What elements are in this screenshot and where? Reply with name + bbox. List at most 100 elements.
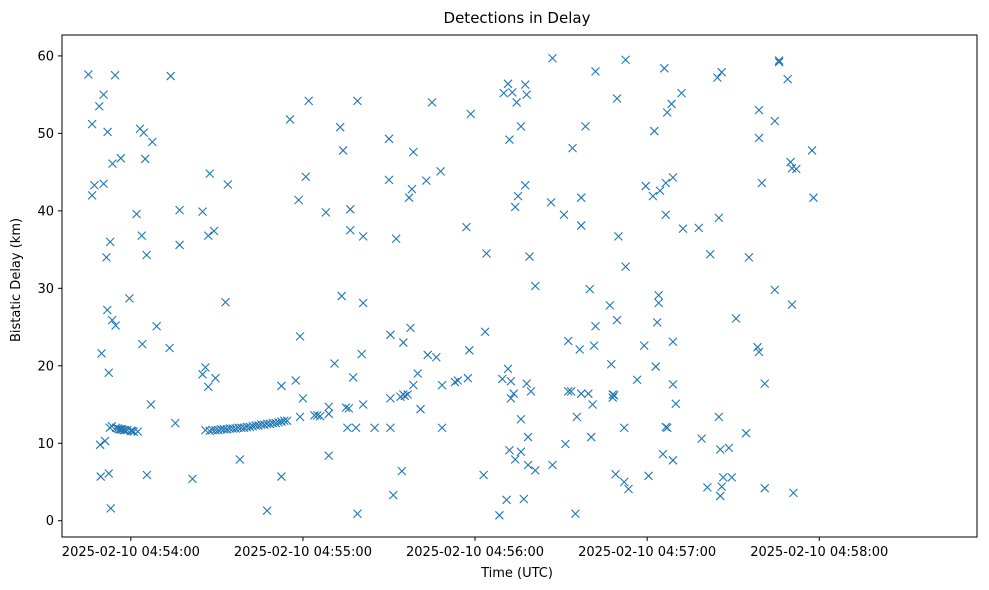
data-point — [104, 469, 114, 478]
data-point — [408, 380, 418, 390]
data-point — [760, 379, 770, 388]
data-point — [591, 67, 600, 76]
data-point — [343, 423, 352, 433]
data-point — [348, 373, 358, 382]
data-point — [591, 321, 600, 331]
data-point — [714, 412, 724, 422]
data-point — [548, 460, 557, 470]
data-point — [453, 376, 463, 385]
data-point — [295, 331, 305, 341]
data-point — [694, 223, 704, 233]
data-point — [789, 488, 798, 498]
data-point — [741, 428, 751, 438]
data-point — [754, 133, 764, 143]
data-point — [561, 439, 570, 449]
data-point — [165, 343, 174, 353]
data-point — [668, 173, 678, 182]
data-point — [621, 55, 631, 65]
x-tick-label: 2025-02-10 04:58:00 — [750, 545, 888, 560]
data-point — [770, 116, 780, 126]
data-point — [87, 190, 97, 200]
data-point — [108, 159, 117, 168]
x-axis: 2025-02-10 04:54:00 2025-02-10 04:55:00 20… — [62, 537, 888, 560]
data-point — [516, 447, 526, 457]
data-point — [97, 349, 106, 358]
data-point — [516, 414, 526, 424]
data-point — [203, 382, 213, 392]
data-point — [175, 240, 184, 250]
data-point — [133, 427, 143, 437]
data-point — [137, 231, 147, 241]
data-point — [203, 231, 213, 241]
data-point — [507, 87, 517, 97]
data-point — [370, 423, 380, 433]
chart-title: Detections in Delay — [444, 9, 591, 27]
data-point — [427, 98, 437, 107]
data-point — [576, 389, 586, 399]
data-point — [609, 390, 619, 400]
data-point — [464, 345, 474, 355]
data-point — [512, 98, 522, 107]
data-point — [654, 290, 664, 300]
data-point — [337, 291, 347, 301]
data-point — [211, 373, 220, 383]
data-point — [205, 169, 215, 179]
data-point — [312, 410, 322, 420]
data-point — [479, 470, 489, 480]
data-point — [100, 436, 110, 446]
data-point — [386, 330, 395, 340]
data-point — [519, 494, 529, 504]
data-point — [480, 327, 490, 337]
data-point — [315, 411, 325, 421]
data-point — [466, 109, 476, 119]
data-point — [571, 509, 580, 519]
data-point — [96, 472, 106, 481]
data-point — [702, 483, 712, 492]
data-point — [715, 445, 725, 454]
data-point — [386, 423, 395, 433]
data-point — [783, 74, 793, 84]
data-point — [277, 381, 286, 391]
data-point — [724, 443, 734, 453]
data-point — [760, 483, 770, 493]
data-point — [103, 127, 112, 137]
data-point — [83, 70, 93, 79]
data-point — [499, 88, 509, 98]
data-point — [279, 416, 289, 426]
data-point — [791, 164, 801, 174]
data-point — [575, 345, 585, 354]
data-point — [324, 409, 334, 419]
data-point — [321, 208, 331, 217]
data-point — [612, 315, 622, 325]
data-point — [505, 135, 514, 144]
data-point — [718, 472, 728, 482]
data-point — [107, 315, 117, 325]
data-point — [170, 418, 180, 428]
data-points — [83, 53, 818, 520]
data-point — [482, 249, 491, 258]
data-point — [291, 376, 301, 385]
data-point — [807, 146, 817, 155]
data-point — [717, 67, 727, 77]
x-tick-label: 2025-02-10 04:56:00 — [406, 545, 544, 560]
data-point — [344, 404, 354, 413]
data-point — [612, 94, 622, 103]
data-point — [563, 336, 573, 346]
data-point — [671, 399, 681, 409]
data-point — [520, 80, 530, 89]
data-point — [90, 180, 99, 190]
data-point — [116, 153, 126, 163]
data-point — [568, 143, 577, 153]
data-point — [652, 318, 662, 327]
data-point — [99, 179, 108, 189]
data-point — [147, 137, 157, 147]
data-point — [757, 178, 767, 188]
data-point — [403, 390, 413, 399]
data-point — [717, 482, 727, 492]
data-point — [509, 389, 519, 399]
data-point — [345, 225, 355, 235]
data-point — [406, 323, 415, 333]
data-point — [358, 232, 368, 241]
data-point — [102, 252, 111, 262]
data-point — [298, 393, 308, 403]
